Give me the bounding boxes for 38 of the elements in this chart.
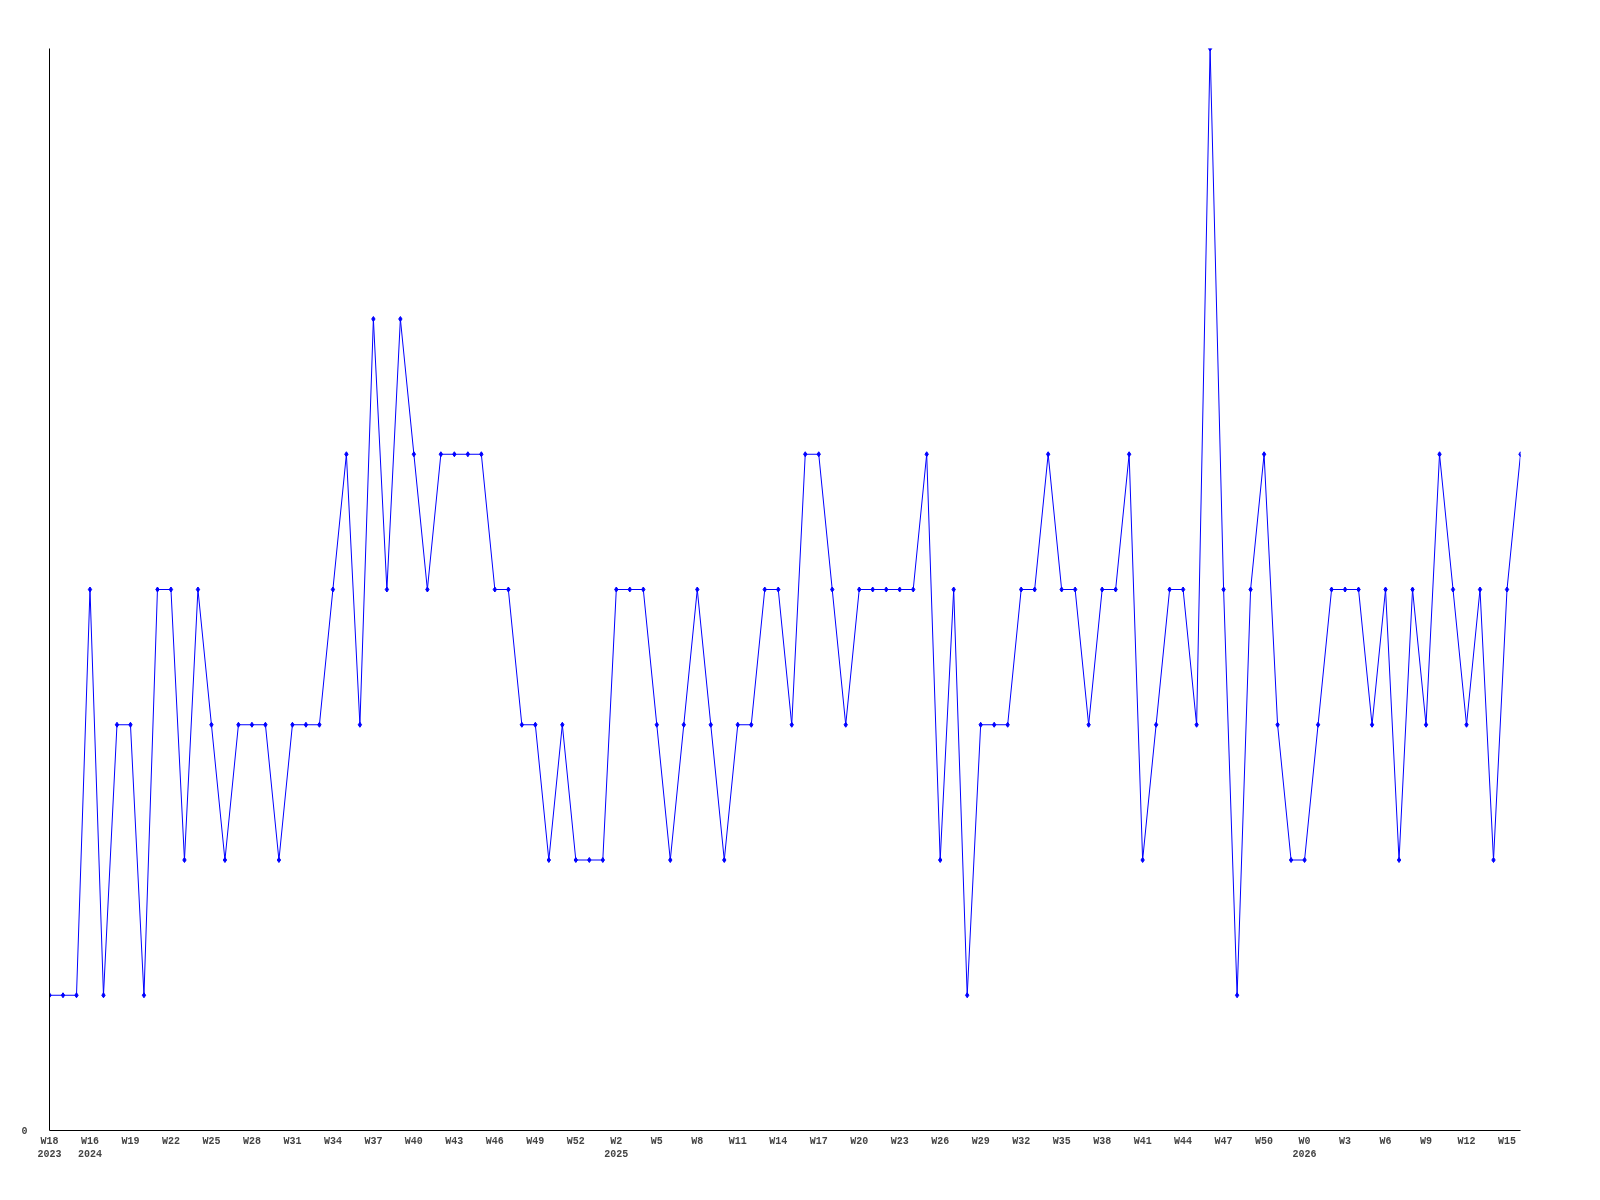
x-tick-label: W47 [1214, 1135, 1233, 1147]
x-tick-label: W31 [283, 1135, 302, 1147]
x-tick-label: W43 [445, 1135, 464, 1147]
x-tick-label: W49 [526, 1135, 545, 1147]
x-tick-label: W52 [566, 1135, 585, 1147]
x-tick-label: W35 [1052, 1135, 1071, 1147]
x-tick-label: W6 [1379, 1135, 1392, 1147]
x-tick-label: W3 [1339, 1135, 1352, 1147]
x-tick-label: W29 [971, 1135, 990, 1147]
x-tick-label: W50 [1255, 1135, 1274, 1147]
x-tick-label: W25 [202, 1135, 221, 1147]
x-tick-label: W9 [1420, 1135, 1433, 1147]
x-tick-label: W5 [650, 1135, 663, 1147]
x-tick-label: W14 [769, 1135, 788, 1147]
x-tick-label: W23 [890, 1135, 909, 1147]
x-tick-label: W11 [728, 1135, 747, 1147]
text: 0 [21, 1126, 28, 1137]
x-tick-label: W15 [1498, 1135, 1517, 1147]
x-tick-label: W34 [323, 1135, 342, 1147]
x-tick-label: W19 [121, 1135, 140, 1147]
x-tick-label: W40 [404, 1135, 423, 1147]
x-tick-label: W16 2024 [77, 1135, 102, 1160]
x-tick-label: W37 [364, 1135, 383, 1147]
x-tick-label: W20 [850, 1135, 869, 1147]
x-tick-label: W18 2023 [37, 1135, 62, 1160]
x-tick-label: W41 [1133, 1135, 1152, 1147]
x-tick-label: W32 [1012, 1135, 1031, 1147]
x-tick-label: W17 [809, 1135, 828, 1147]
x-tick-label: W26 [931, 1135, 950, 1147]
x-tick-label: W28 [242, 1135, 261, 1147]
x-tick-label: W8 [691, 1135, 704, 1147]
x-tick-label: W44 [1174, 1135, 1193, 1147]
x-tick-label: W38 [1093, 1135, 1112, 1147]
x-tick-label: W2 2025 [604, 1135, 629, 1160]
x-tick-label: W46 [485, 1135, 504, 1147]
x-tick-label: W22 [161, 1135, 180, 1147]
x-tick-label: W12 [1457, 1135, 1476, 1147]
x-tick-label: W0 2026 [1292, 1135, 1317, 1160]
